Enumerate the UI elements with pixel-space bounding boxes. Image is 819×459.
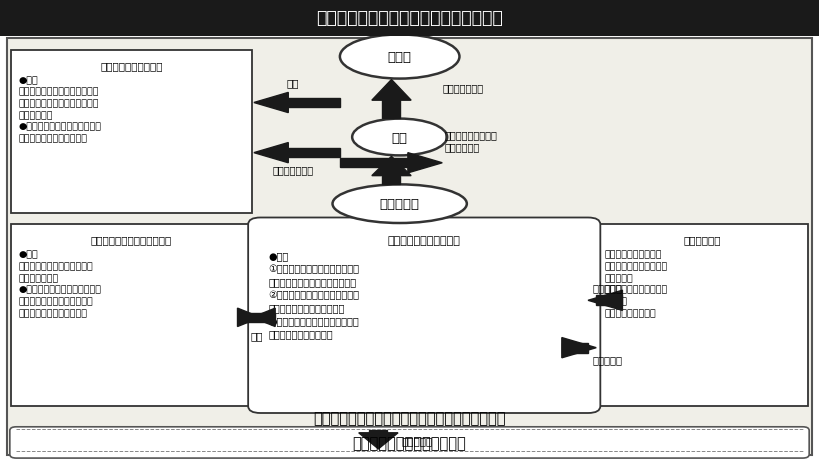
Text: いじめ問題等対策連絡協議会: いじめ問題等対策連絡協議会 <box>91 235 172 245</box>
Polygon shape <box>340 159 408 168</box>
Ellipse shape <box>333 185 467 224</box>
Text: 市立小中学校: 市立小中学校 <box>683 235 721 245</box>
Text: 諮問: 諮問 <box>287 78 300 88</box>
FancyBboxPatch shape <box>7 39 812 455</box>
Text: 筑紫野市いじめ防止基本方針の推進体制: 筑紫野市いじめ防止基本方針の推進体制 <box>316 9 503 28</box>
Text: 家庭、地域、関係機関・団体: 家庭、地域、関係機関・団体 <box>353 435 466 450</box>
Polygon shape <box>252 308 275 327</box>
Polygon shape <box>369 431 387 433</box>
Ellipse shape <box>340 35 459 79</box>
Text: 市議会: 市議会 <box>387 51 412 64</box>
Polygon shape <box>238 313 275 322</box>
Text: 再調査結果報告: 再調査結果報告 <box>442 83 483 93</box>
Polygon shape <box>254 93 288 113</box>
Text: 連携: 連携 <box>250 330 263 341</box>
Text: 市長: 市長 <box>391 131 408 144</box>
Polygon shape <box>359 433 398 449</box>
Polygon shape <box>562 338 596 358</box>
Polygon shape <box>254 143 288 163</box>
Text: 重大事態発生の報告
調査結果報告: 重大事態発生の報告 調査結果報告 <box>445 130 498 152</box>
Polygon shape <box>288 99 340 108</box>
FancyBboxPatch shape <box>11 225 252 406</box>
Polygon shape <box>596 296 622 306</box>
Ellipse shape <box>352 119 447 156</box>
Polygon shape <box>562 343 588 353</box>
Text: 連携・協力: 連携・協力 <box>401 435 432 445</box>
Polygon shape <box>372 157 411 176</box>
Text: ●役割
いじめの防止等について関係
機関の連絡強化
●構成団体　市、教育委員会、
学校、児童相談所、法務局筑
紫支局、筑紫野警察署など: ●役割 いじめの防止等について関係 機関の連絡強化 ●構成団体 市、教育委員会、… <box>19 250 102 317</box>
Text: いじめの未然防止、早期発見、早期解決への措置: いじめの未然防止、早期発見、早期解決への措置 <box>313 410 506 425</box>
Polygon shape <box>288 149 340 158</box>
Text: ・学校基本方針の運用
・いじめ防止のための組
　織の設置
・いじめの防止等のため
　の対策
・いじめ事案の調査: ・学校基本方針の運用 ・いじめ防止のための組 織の設置 ・いじめの防止等のため … <box>604 250 667 317</box>
Text: ●役割
いじめ防止等対策委員会等が実
施した、重大事態の調査結果に
ついての調査
●構成委員　弁護士、医師、臨
床心理士、社会福祉士など: ●役割 いじめ防止等対策委員会等が実 施した、重大事態の調査結果に ついての調査… <box>19 76 102 143</box>
Text: いじめ問題調査委員会: いじめ問題調査委員会 <box>100 61 163 71</box>
FancyBboxPatch shape <box>596 225 808 406</box>
Polygon shape <box>588 291 622 311</box>
Text: いじめ防止等対策委員会: いじめ防止等対策委員会 <box>388 235 460 245</box>
Text: 支援・指導: 支援・指導 <box>592 354 622 364</box>
Polygon shape <box>238 308 260 327</box>
FancyBboxPatch shape <box>11 50 252 213</box>
Text: 報告・相談: 報告・相談 <box>592 282 622 292</box>
Text: 再調査結果報告: 再調査結果報告 <box>273 165 314 175</box>
FancyBboxPatch shape <box>248 218 600 413</box>
Text: ●役割
①重大ないじめ事案への調査方法
等の指導・助言および調査の実施
②いじめの防止・早期発見・対処
のための対策への指導・助言
●構成委員　弁護士、医師、臨: ●役割 ①重大ないじめ事案への調査方法 等の指導・助言および調査の実施 ②いじめ… <box>269 250 360 338</box>
Polygon shape <box>372 80 411 101</box>
Polygon shape <box>382 101 400 118</box>
Text: 教育委員会: 教育委員会 <box>380 198 419 211</box>
FancyBboxPatch shape <box>10 427 809 458</box>
FancyBboxPatch shape <box>0 0 819 37</box>
Polygon shape <box>408 153 442 174</box>
Polygon shape <box>382 176 400 185</box>
